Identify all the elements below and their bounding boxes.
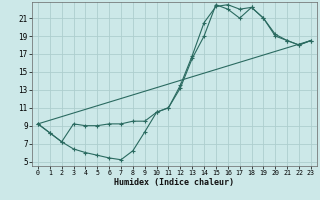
X-axis label: Humidex (Indice chaleur): Humidex (Indice chaleur) — [115, 178, 234, 187]
